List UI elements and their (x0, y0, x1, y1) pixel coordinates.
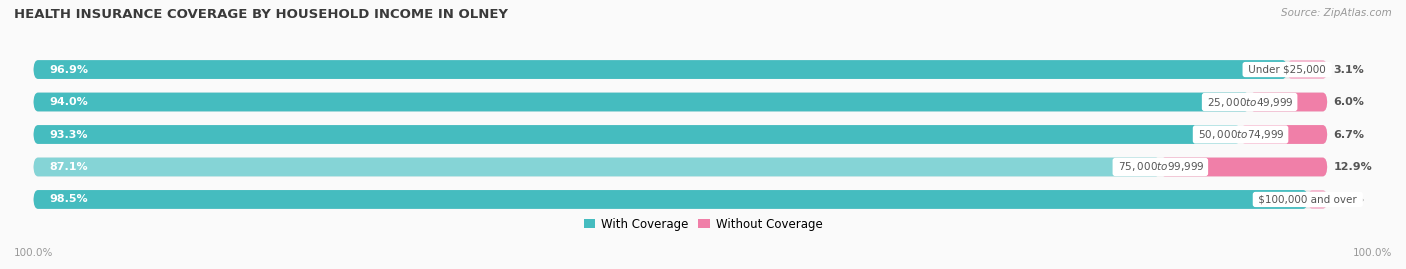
Text: 98.5%: 98.5% (49, 194, 87, 204)
FancyBboxPatch shape (1250, 93, 1327, 111)
FancyBboxPatch shape (34, 93, 1327, 111)
Text: $100,000 and over: $100,000 and over (1256, 194, 1361, 204)
FancyBboxPatch shape (34, 190, 1308, 209)
FancyBboxPatch shape (34, 158, 1160, 176)
FancyBboxPatch shape (1286, 60, 1327, 79)
Text: 94.0%: 94.0% (49, 97, 87, 107)
FancyBboxPatch shape (34, 93, 1250, 111)
Text: HEALTH INSURANCE COVERAGE BY HOUSEHOLD INCOME IN OLNEY: HEALTH INSURANCE COVERAGE BY HOUSEHOLD I… (14, 8, 508, 21)
Text: 100.0%: 100.0% (14, 248, 53, 258)
FancyBboxPatch shape (34, 125, 1327, 144)
Text: 3.1%: 3.1% (1334, 65, 1364, 75)
FancyBboxPatch shape (1240, 125, 1327, 144)
FancyBboxPatch shape (34, 158, 1327, 176)
Text: 6.0%: 6.0% (1334, 97, 1365, 107)
FancyBboxPatch shape (34, 190, 1327, 209)
Text: 1.5%: 1.5% (1334, 194, 1364, 204)
Text: Source: ZipAtlas.com: Source: ZipAtlas.com (1281, 8, 1392, 18)
FancyBboxPatch shape (1160, 158, 1327, 176)
FancyBboxPatch shape (34, 60, 1327, 79)
FancyBboxPatch shape (34, 60, 1286, 79)
Text: $50,000 to $74,999: $50,000 to $74,999 (1195, 128, 1285, 141)
Text: 93.3%: 93.3% (49, 129, 87, 140)
Text: 6.7%: 6.7% (1334, 129, 1365, 140)
Legend: With Coverage, Without Coverage: With Coverage, Without Coverage (579, 213, 827, 235)
FancyBboxPatch shape (34, 125, 1240, 144)
Text: 12.9%: 12.9% (1334, 162, 1372, 172)
Text: 87.1%: 87.1% (49, 162, 87, 172)
Text: $75,000 to $99,999: $75,000 to $99,999 (1115, 161, 1205, 174)
FancyBboxPatch shape (1308, 190, 1327, 209)
Text: Under $25,000: Under $25,000 (1246, 65, 1329, 75)
Text: 96.9%: 96.9% (49, 65, 89, 75)
Text: $25,000 to $49,999: $25,000 to $49,999 (1205, 95, 1295, 108)
Text: 100.0%: 100.0% (1353, 248, 1392, 258)
